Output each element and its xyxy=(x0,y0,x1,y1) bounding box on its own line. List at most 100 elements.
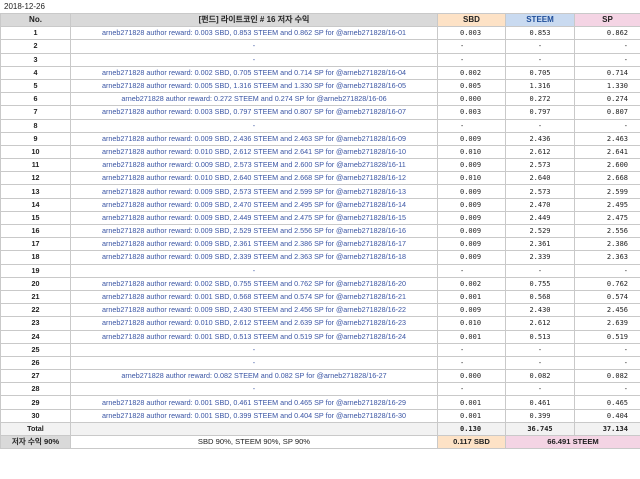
reward-description[interactable]: arneb271828 author reward: 0.009 SBD, 2.… xyxy=(70,223,438,239)
summary-label[interactable]: 저자 수익 90% xyxy=(0,434,71,450)
sbd-value[interactable]: - xyxy=(437,382,506,397)
sp-value[interactable]: - xyxy=(574,39,640,54)
row-number[interactable]: 16 xyxy=(0,223,71,239)
steem-value[interactable]: 0.272 xyxy=(505,92,575,107)
reward-description[interactable]: arneb271828 author reward: 0.010 SBD, 2.… xyxy=(70,171,438,186)
row-number[interactable]: 13 xyxy=(0,184,71,199)
report-date[interactable]: 2018-12-26 xyxy=(4,2,45,11)
sp-value[interactable]: 0.762 xyxy=(574,276,640,291)
steem-value[interactable]: 2.436 xyxy=(505,131,575,146)
sp-value[interactable]: 2.599 xyxy=(574,184,640,199)
sbd-value[interactable]: 0.009 xyxy=(437,184,506,199)
reward-description[interactable]: arneb271828 author reward: 0.001 SBD, 0.… xyxy=(70,408,438,423)
row-number[interactable]: 21 xyxy=(0,289,71,305)
total-sp[interactable]: 37.134 xyxy=(574,421,640,437)
reward-description[interactable]: arneb271828 author reward: 0.009 SBD, 2.… xyxy=(70,131,438,146)
steem-value[interactable]: - xyxy=(505,355,575,371)
steem-value[interactable]: 0.082 xyxy=(505,369,575,384)
row-number[interactable]: 4 xyxy=(0,65,71,80)
sbd-value[interactable]: 0.000 xyxy=(437,369,506,384)
reward-description[interactable]: arneb271828 author reward: 0.010 SBD, 2.… xyxy=(70,144,438,160)
steem-value[interactable]: - xyxy=(505,39,575,54)
sbd-value[interactable]: - xyxy=(437,39,506,54)
reward-description[interactable]: - xyxy=(70,118,438,133)
row-number[interactable]: 22 xyxy=(0,303,71,318)
row-number[interactable]: 10 xyxy=(0,144,71,160)
reward-description[interactable]: arneb271828 author reward: 0.001 SBD, 0.… xyxy=(70,329,438,344)
sbd-value[interactable]: - xyxy=(437,118,506,133)
sbd-value[interactable]: 0.002 xyxy=(437,276,506,291)
sp-value[interactable]: 2.363 xyxy=(574,250,640,265)
sbd-value[interactable]: 0.009 xyxy=(437,237,506,252)
reward-description[interactable]: arneb271828 author reward: 0.001 SBD, 0.… xyxy=(70,289,438,305)
sbd-value[interactable]: 0.009 xyxy=(437,197,506,212)
sbd-value[interactable]: 0.009 xyxy=(437,210,506,226)
sbd-value[interactable]: 0.010 xyxy=(437,144,506,160)
sbd-value[interactable]: 0.001 xyxy=(437,408,506,423)
reward-description[interactable]: arneb271828 author reward: 0.009 SBD, 2.… xyxy=(70,210,438,226)
sp-value[interactable]: - xyxy=(574,355,640,371)
reward-description[interactable]: arneb271828 author reward: 0.003 SBD, 0.… xyxy=(70,26,438,41)
sp-value[interactable]: 0.082 xyxy=(574,369,640,384)
row-number[interactable]: 17 xyxy=(0,237,71,252)
steem-value[interactable]: 2.430 xyxy=(505,303,575,318)
steem-value[interactable]: 2.573 xyxy=(505,184,575,199)
reward-description[interactable]: arneb271828 author reward: 0.002 SBD, 0.… xyxy=(70,65,438,80)
sp-value[interactable]: 1.330 xyxy=(574,78,640,94)
sp-value[interactable]: - xyxy=(574,382,640,397)
steem-value[interactable]: - xyxy=(505,382,575,397)
reward-description[interactable]: arneb271828 author reward: 0.009 SBD, 2.… xyxy=(70,197,438,212)
row-number[interactable]: 27 xyxy=(0,369,71,384)
reward-description[interactable]: arneb271828 author reward: 0.005 SBD, 1.… xyxy=(70,78,438,94)
row-number[interactable]: 23 xyxy=(0,316,71,331)
row-number[interactable]: 6 xyxy=(0,92,71,107)
sbd-value[interactable]: 0.003 xyxy=(437,105,506,120)
sbd-value[interactable]: 0.005 xyxy=(437,78,506,94)
row-number[interactable]: 12 xyxy=(0,171,71,186)
row-number[interactable]: 20 xyxy=(0,276,71,291)
steem-value[interactable]: 2.529 xyxy=(505,223,575,239)
sp-value[interactable]: 0.465 xyxy=(574,395,640,410)
row-number[interactable]: 5 xyxy=(0,78,71,94)
steem-value[interactable]: 0.568 xyxy=(505,289,575,305)
reward-description[interactable]: - xyxy=(70,263,438,278)
steem-value[interactable]: 2.612 xyxy=(505,144,575,160)
reward-description[interactable]: arneb271828 author reward: 0.003 SBD, 0.… xyxy=(70,105,438,120)
sbd-value[interactable]: 0.009 xyxy=(437,250,506,265)
reward-description[interactable]: - xyxy=(70,382,438,397)
steem-value[interactable]: 2.470 xyxy=(505,197,575,212)
row-number[interactable]: 29 xyxy=(0,395,71,410)
sbd-value[interactable]: 0.009 xyxy=(437,158,506,173)
sbd-value[interactable]: 0.009 xyxy=(437,223,506,239)
steem-value[interactable]: 2.573 xyxy=(505,158,575,173)
row-number[interactable]: 25 xyxy=(0,342,71,357)
row-number[interactable]: 3 xyxy=(0,52,71,67)
row-number[interactable]: 7 xyxy=(0,105,71,120)
reward-description[interactable]: - xyxy=(70,355,438,371)
sbd-value[interactable]: 0.010 xyxy=(437,316,506,331)
steem-value[interactable]: 2.612 xyxy=(505,316,575,331)
steem-value[interactable]: - xyxy=(505,52,575,67)
steem-value[interactable]: 0.705 xyxy=(505,65,575,80)
header-sp[interactable]: SP xyxy=(574,12,640,28)
sp-value[interactable]: 2.456 xyxy=(574,303,640,318)
total-sbd[interactable]: 0.130 xyxy=(437,421,506,437)
row-number[interactable]: 28 xyxy=(0,382,71,397)
sp-value[interactable]: 2.386 xyxy=(574,237,640,252)
row-number[interactable]: 2 xyxy=(0,39,71,54)
steem-value[interactable]: 0.513 xyxy=(505,329,575,344)
reward-description[interactable]: arneb271828 author reward: 0.009 SBD, 2.… xyxy=(70,184,438,199)
sbd-value[interactable]: 0.001 xyxy=(437,329,506,344)
sp-value[interactable]: 0.807 xyxy=(574,105,640,120)
sp-value[interactable]: 0.862 xyxy=(574,26,640,41)
sbd-value[interactable]: 0.009 xyxy=(437,131,506,146)
steem-value[interactable]: 1.316 xyxy=(505,78,575,94)
row-number[interactable]: 1 xyxy=(0,26,71,41)
sp-value[interactable]: 0.404 xyxy=(574,408,640,423)
header-title[interactable]: [펀드] 라이트코인 # 16 저자 수익 xyxy=(70,12,438,28)
reward-description[interactable]: arneb271828 author reward: 0.009 SBD, 2.… xyxy=(70,158,438,173)
summary-sbd[interactable]: 0.117 SBD xyxy=(437,434,506,450)
sp-value[interactable]: 0.274 xyxy=(574,92,640,107)
row-number[interactable]: 11 xyxy=(0,158,71,173)
row-number[interactable]: 18 xyxy=(0,250,71,265)
